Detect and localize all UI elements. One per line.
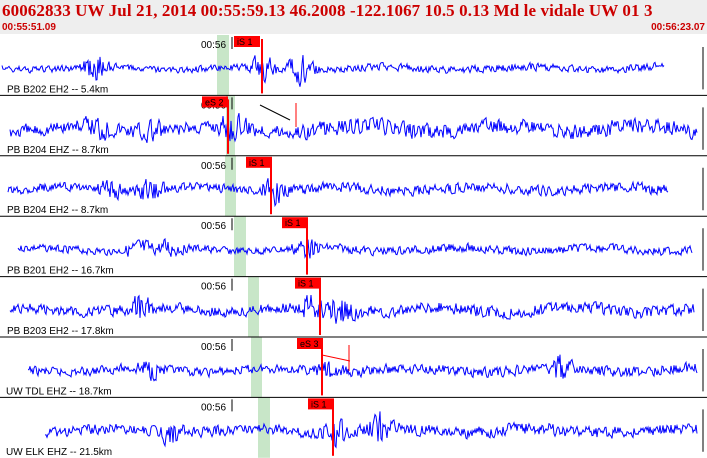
window-end-time: 00:56:23.07 <box>651 22 705 33</box>
pick-label: iS 1 <box>311 399 327 409</box>
amplitude-marker <box>321 354 351 362</box>
waveform-trace <box>7 178 669 208</box>
time-tick-label: 00:56 <box>201 282 226 293</box>
time-tick-label: 00:56 <box>201 161 226 172</box>
pick-label: iS 1 <box>285 218 301 228</box>
waveform-trace <box>9 294 695 324</box>
station-label: PB B201 EH2 -- 16.7km <box>7 266 114 277</box>
seismogram-canvas[interactable]: 00:56 iS 1 PB B202 EH2 -- 5.4km 00:56 eS 2 PB… <box>0 35 707 458</box>
pick-label-box <box>202 96 228 108</box>
waveform-trace <box>17 237 693 259</box>
amplitude-marker <box>259 104 291 121</box>
pick-window-band <box>217 35 229 96</box>
pick-label-box <box>246 156 272 168</box>
pick-label-box <box>295 277 321 289</box>
pick-label-box <box>297 338 323 349</box>
pick-label-box <box>234 36 260 47</box>
station-label: UW ELK EHZ -- 21.5km <box>6 447 112 458</box>
pick-window-band <box>225 155 236 217</box>
station-label: PB B204 EH2 -- 8.7km <box>7 205 108 216</box>
waveform-trace <box>9 112 698 143</box>
pick-label: iS 1 <box>249 158 265 168</box>
pick-label: eS 3 <box>300 339 319 349</box>
waveform-trace <box>44 411 698 449</box>
pick-window-band <box>251 337 262 398</box>
event-title: 60062833 UW Jul 21, 2014 00:55:59.13 46.… <box>2 1 653 20</box>
waveform-trace <box>1 55 665 87</box>
pick-label: iS 1 <box>298 279 314 289</box>
station-label: PB B202 EH2 -- 5.4km <box>7 84 108 95</box>
station-label: PB B204 EHZ -- 8.7km <box>7 145 109 156</box>
time-tick-label: 00:56 <box>201 40 226 51</box>
window-start-time: 00:55:51.09 <box>2 22 56 33</box>
station-label: UW TDL EHZ -- 18.7km <box>6 386 112 397</box>
pick-window-band <box>234 216 246 277</box>
pick-label: iS 1 <box>237 37 253 47</box>
time-tick-label: 00:56 <box>201 402 226 413</box>
waveform-trace <box>27 354 698 382</box>
pick-window-band <box>258 397 270 458</box>
time-tick-label: 00:56 <box>201 342 226 353</box>
time-tick-label: 00:56 <box>201 221 226 232</box>
pick-label: eS 2 <box>205 97 224 107</box>
pick-label-box <box>308 398 334 410</box>
seismogram-panel[interactable]: 00:56 iS 1 PB B202 EH2 -- 5.4km 00:56 eS 2 PB… <box>0 35 707 458</box>
station-label: PB B203 EH2 -- 17.8km <box>7 326 114 337</box>
event-header: 60062833 UW Jul 21, 2014 00:55:59.13 46.… <box>0 0 707 34</box>
pick-label-box <box>282 217 308 229</box>
